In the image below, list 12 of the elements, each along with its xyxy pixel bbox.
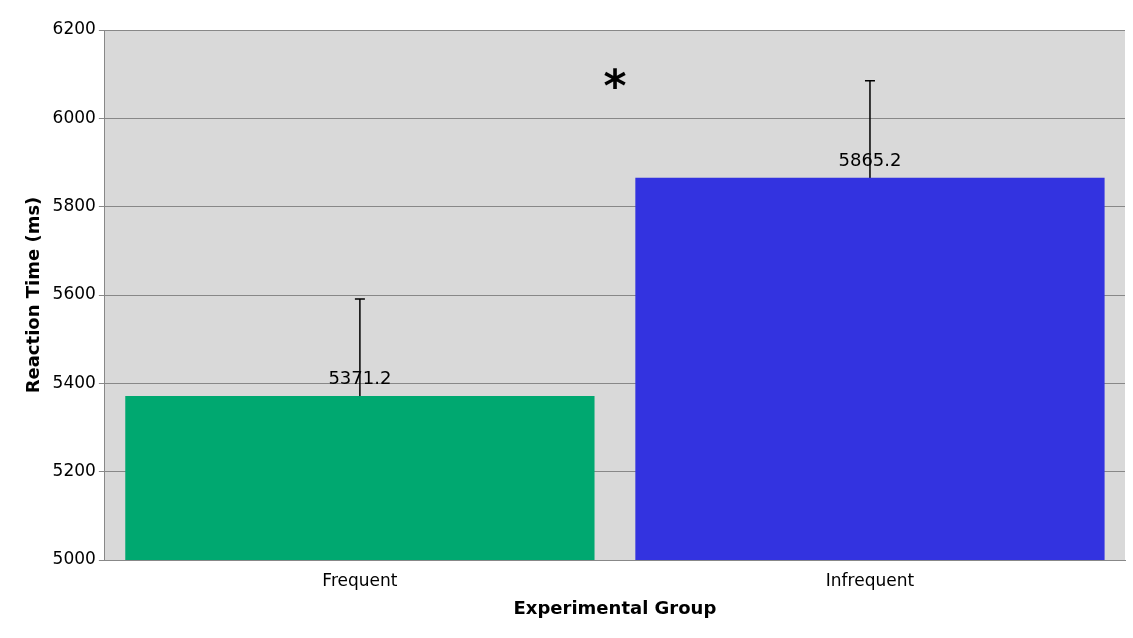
y-tick-label: 5800 [52, 195, 96, 216]
annotation: * [603, 60, 627, 112]
y-tick-label: 6000 [52, 106, 96, 127]
y-tick-label: 6200 [52, 18, 96, 39]
x-axis-title: Experimental Group [513, 596, 717, 618]
y-tick-label: 5400 [52, 371, 96, 392]
y-tick-label: 5000 [52, 548, 96, 569]
y-axis-title: Reaction Time (ms) [22, 196, 44, 394]
x-tick-label: Infrequent [825, 569, 915, 590]
x-tick-label: Frequent [322, 569, 398, 590]
y-tick-label: 5200 [52, 460, 96, 481]
y-tick-label: 5600 [52, 283, 96, 304]
